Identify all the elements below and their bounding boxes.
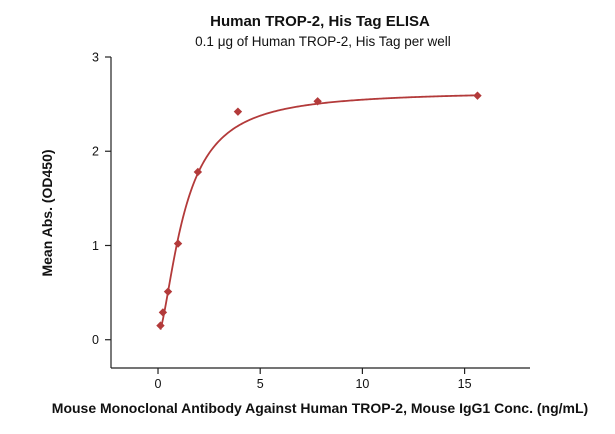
chart-subtitle: 0.1 μg of Human TROP-2, His Tag per well	[195, 34, 451, 49]
fit-curve	[159, 94, 478, 330]
data-points	[156, 91, 482, 330]
x-axis-label: Mouse Monoclonal Antibody Against Human …	[52, 400, 588, 416]
y-axis-ticks: 0 1 2 3	[92, 51, 111, 347]
y-tick-label-3: 3	[92, 51, 99, 65]
y-axis-label: Mean Abs. (OD450)	[39, 149, 55, 276]
data-point-1	[158, 308, 168, 317]
data-point-2	[163, 287, 173, 296]
x-tick-label-10: 10	[355, 377, 369, 391]
chart-title: Human TROP-2, His Tag ELISA	[210, 13, 430, 30]
data-point-4	[193, 167, 203, 177]
data-point-6	[313, 97, 322, 106]
data-point-5	[233, 107, 243, 116]
y-tick-label-0: 0	[92, 333, 99, 347]
data-point-3	[173, 239, 183, 248]
x-tick-label-5: 5	[257, 377, 264, 391]
x-tick-label-15: 15	[458, 377, 472, 391]
x-tick-label-0: 0	[155, 377, 162, 391]
data-point-7	[473, 91, 482, 100]
x-axis-ticks: 0 5 10 15	[155, 368, 472, 391]
y-tick-label-2: 2	[92, 145, 99, 159]
y-tick-label-1: 1	[92, 239, 99, 253]
data-point-0	[156, 321, 165, 330]
